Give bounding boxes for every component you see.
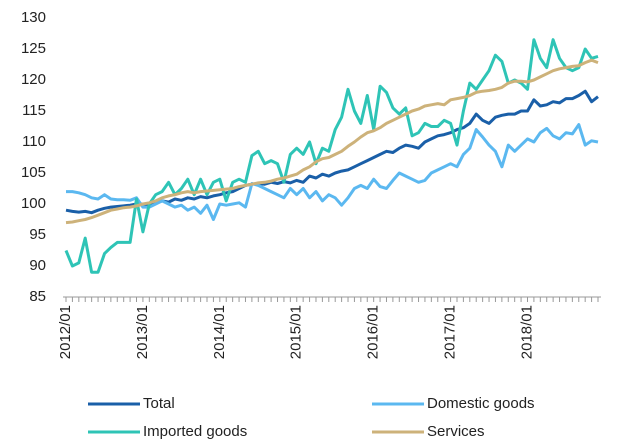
series-line (65, 58, 599, 225)
legend-label: Domestic goods (427, 395, 535, 412)
y-tick-label: 100 (21, 195, 46, 212)
y-tick-label: 120 (21, 71, 46, 88)
y-tick-label: 95 (29, 226, 46, 243)
y-tick-label: 105 (21, 164, 46, 181)
x-tick-label: 2013/01 (134, 305, 151, 359)
legend-label: Services (427, 423, 485, 440)
y-tick-label: 125 (21, 40, 46, 57)
y-tick-label: 110 (22, 133, 46, 150)
y-tick-label: 90 (29, 257, 46, 274)
x-tick-label: 2016/01 (365, 305, 382, 359)
x-tick-label: 2018/01 (518, 305, 535, 359)
y-tick-label: 115 (22, 102, 46, 119)
series-line (65, 89, 599, 215)
series-line (66, 123, 599, 221)
x-tick-label: 2014/01 (211, 305, 228, 359)
x-tick-label: 2015/01 (288, 305, 305, 359)
legend-label: Imported goods (143, 423, 247, 440)
y-tick-label: 85 (29, 288, 46, 305)
legend-label: Total (143, 395, 175, 412)
x-tick-label: 2017/01 (442, 305, 459, 359)
x-tick-label: 2012/01 (57, 305, 74, 359)
y-tick-label: 130 (21, 9, 46, 26)
